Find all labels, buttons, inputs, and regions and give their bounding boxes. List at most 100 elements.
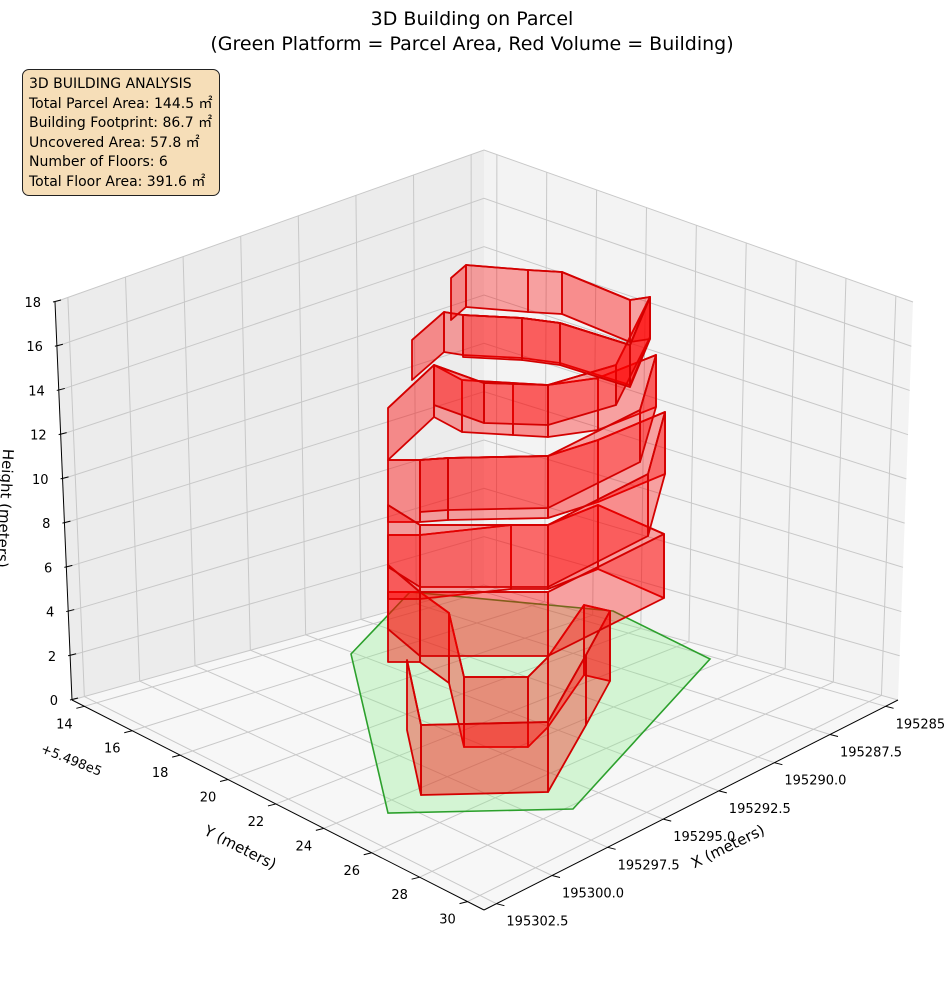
- y-tick-label: 14: [56, 717, 73, 732]
- floor-slab-edge: [388, 591, 611, 726]
- x-grid-line: [67, 297, 497, 905]
- building-floor: [450, 264, 651, 388]
- y-axis-label: Y (meters): [200, 821, 279, 873]
- y-tick-label: 16: [104, 742, 121, 757]
- z-tick-label: 18: [24, 296, 41, 311]
- x-axis-line: [483, 699, 899, 911]
- x-grid-line: [355, 195, 775, 764]
- y-tick-mark: [219, 779, 229, 783]
- z-tick-mark: [52, 299, 62, 303]
- floor-slab-edge: [387, 504, 665, 593]
- x-tick-mark: [607, 846, 616, 850]
- building-wall-face: [527, 269, 563, 315]
- z-axis-label: Height (meters): [0, 448, 17, 568]
- axes-panes: [55, 150, 913, 910]
- info-total-floor-area: Total Floor Area: 391.6 ㎡: [29, 173, 206, 190]
- z-tick-label: 14: [28, 384, 45, 399]
- floor-slab-edge: [387, 354, 657, 461]
- x-tick-label: 195285.0: [896, 717, 944, 732]
- z-tick-mark: [54, 343, 64, 347]
- x-grid-line: [413, 174, 831, 735]
- building-wall-face: [462, 314, 523, 361]
- x-tick-label: 195292.5: [729, 802, 791, 817]
- x-tick-mark: [718, 790, 727, 794]
- z-axis-line: [54, 301, 73, 701]
- x-tick-label: 195302.5: [506, 915, 568, 930]
- building-wall-face: [420, 721, 549, 796]
- axis-ticks: 024681012141618141618202224262830195285.…: [24, 296, 944, 930]
- building-wall-face: [419, 524, 549, 588]
- y-tick-mark: [267, 803, 277, 807]
- building-floor: [387, 591, 611, 796]
- y-tick-label: 26: [343, 864, 360, 879]
- grid-lines: [54, 149, 914, 905]
- x-grid-line: [124, 277, 553, 876]
- info-uncovered-area: Uncovered Area: 57.8 ㎡: [29, 134, 200, 151]
- z-tick-mark: [60, 476, 69, 480]
- info-parcel-area: Total Parcel Area: 144.5 ㎡: [29, 95, 213, 112]
- z-tick-mark: [62, 520, 71, 524]
- y-tick-mark: [363, 852, 372, 856]
- z-tick-label: 2: [48, 650, 56, 665]
- y-tick-mark: [459, 901, 468, 905]
- z-grid-line: [69, 536, 900, 657]
- info-building-footprint: Building Footprint: 86.7 ㎡: [29, 115, 213, 131]
- z-tick-label: 10: [32, 473, 49, 488]
- building-wall-face: [465, 264, 529, 313]
- z-tick-label: 0: [50, 694, 58, 709]
- building-volume: [387, 264, 666, 796]
- x-tick-mark: [551, 875, 561, 878]
- y-grid-line: [371, 260, 797, 854]
- z-tick-mark: [66, 609, 75, 613]
- z-tick-label: 16: [26, 340, 43, 355]
- y-tick-mark: [76, 705, 85, 709]
- z-grid-line: [58, 246, 910, 391]
- y-grid-line: [467, 295, 897, 903]
- y-tick-label: 22: [248, 815, 265, 830]
- x-axis-label: X (meters): [688, 821, 768, 872]
- z-grid-line: [71, 584, 899, 701]
- z-tick-mark: [67, 653, 77, 657]
- z-tick-label: 6: [44, 561, 52, 576]
- x-tick-mark: [885, 705, 894, 709]
- z-tick-mark: [58, 432, 67, 436]
- y-tick-label: 20: [200, 791, 217, 806]
- chart-subtitle: (Green Platform = Parcel Area, Red Volum…: [210, 33, 733, 55]
- z-grid-line: [62, 342, 907, 480]
- y-tick-mark: [172, 754, 181, 758]
- x-tick-label: 195300.0: [562, 887, 624, 902]
- chart-title: 3D Building on Parcel: [371, 8, 574, 30]
- z-grid-line: [60, 294, 909, 436]
- y-grid-line: [179, 189, 598, 756]
- y-axis-line: [71, 699, 485, 911]
- x-grid-line: [240, 236, 664, 820]
- floor-slab-edge: [450, 264, 651, 346]
- y-tick-label: 18: [152, 766, 169, 781]
- y-grid-line: [419, 278, 847, 878]
- back-left-pane: [55, 150, 484, 700]
- building-wall-face: [483, 382, 549, 426]
- z-tick-mark: [69, 697, 79, 701]
- x-tick-label: 195295.0: [673, 830, 735, 845]
- back-right-pane: [484, 150, 913, 700]
- y-tick-mark: [124, 730, 133, 734]
- z-grid-line: [54, 149, 914, 303]
- building-wall-face: [419, 457, 449, 513]
- z-tick-label: 4: [46, 606, 54, 621]
- x-grid-line: [182, 256, 608, 848]
- y-tick-mark: [411, 876, 420, 880]
- z-tick-mark: [64, 564, 73, 568]
- z-tick-mark: [56, 387, 65, 391]
- x-tick-label: 195290.0: [784, 774, 846, 789]
- y-tick-label: 30: [439, 913, 456, 928]
- z-grid-line: [56, 197, 912, 347]
- y-tick-mark: [315, 827, 324, 831]
- x-tick-mark: [496, 903, 505, 907]
- x-tick-mark: [663, 818, 672, 822]
- z-grid-line: [68, 487, 902, 613]
- analysis-info-box: 3D BUILDING ANALYSIS Total Parcel Area: …: [22, 69, 220, 196]
- z-tick-label: 8: [42, 517, 50, 532]
- y-grid-line: [132, 172, 548, 732]
- y-offset-label: +5.498e5: [39, 742, 104, 780]
- x-tick-label: 195297.5: [618, 858, 680, 873]
